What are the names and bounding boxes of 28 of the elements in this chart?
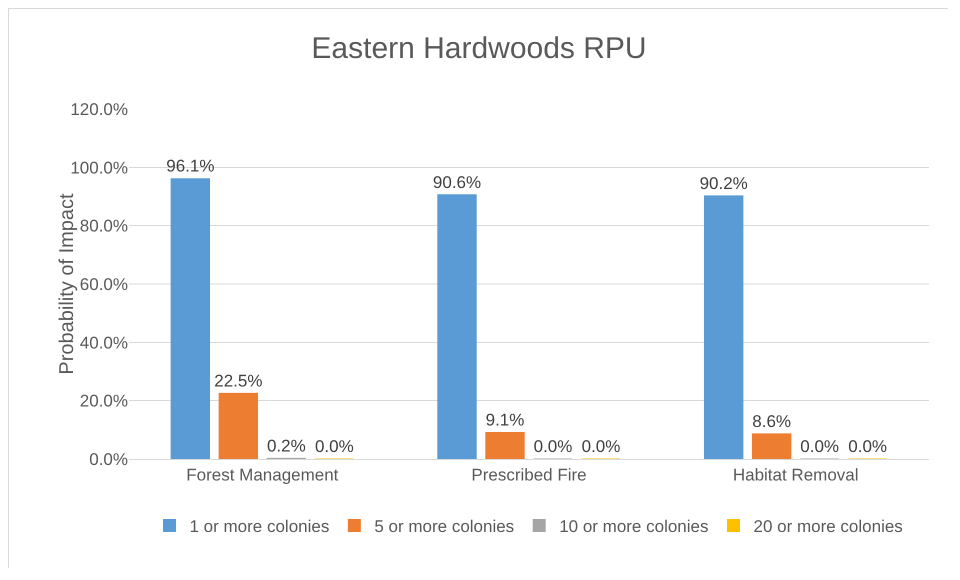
data-label: 0.0% <box>534 437 572 456</box>
y-tick-label: 20.0% <box>80 392 128 411</box>
data-label: 0.0% <box>848 437 888 456</box>
data-label: 0.0% <box>314 437 354 456</box>
legend-label: 5 or more colonies <box>374 517 514 536</box>
data-label: 0.0% <box>800 437 840 456</box>
data-label: 96.1% <box>166 156 214 176</box>
chart-title: Eastern Hardwoods RPU <box>311 32 647 65</box>
x-tick-label: Forest Management <box>186 465 339 484</box>
y-tick-label: 80.0% <box>80 216 128 236</box>
data-label: 90.6% <box>432 172 482 192</box>
y-tick-label: 0.0% <box>89 450 128 469</box>
y-tick-label: 120.0% <box>70 100 128 119</box>
data-label: 22.5% <box>214 371 262 390</box>
y-axis-title: Probability of Impact <box>56 192 78 375</box>
data-label: 0.2% <box>266 436 306 456</box>
data-label: 9.1% <box>486 410 524 430</box>
y-tick-label: 100.0% <box>70 158 128 178</box>
data-label: 0.0% <box>582 437 620 456</box>
x-tick-label: Habitat Removal <box>732 465 859 484</box>
y-tick-label: 40.0% <box>80 333 128 352</box>
legend-label: 20 or more colonies <box>754 517 903 536</box>
y-tick-label: 60.0% <box>80 274 128 294</box>
data-label: 90.2% <box>700 174 748 193</box>
data-label: 8.6% <box>752 412 792 431</box>
legend-label: 10 or more colonies <box>559 517 708 536</box>
legend-label: 1 or more colonies <box>190 517 330 536</box>
x-tick-label: Prescribed Fire <box>471 465 587 484</box>
